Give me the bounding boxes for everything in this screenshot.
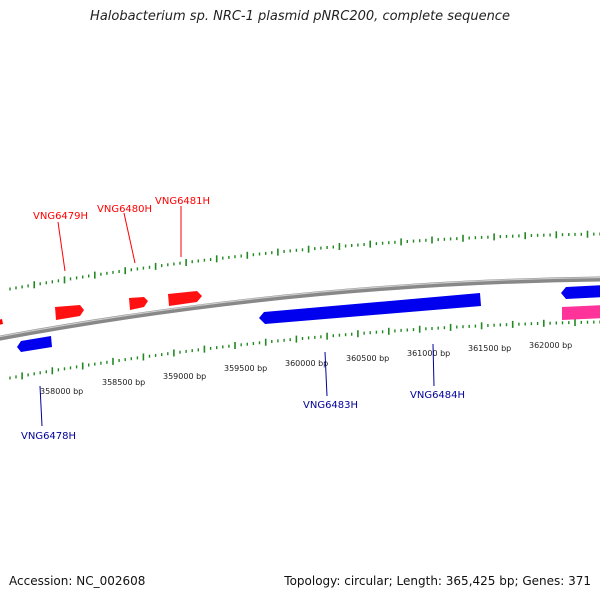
gene-feature-pink — [562, 305, 600, 320]
leader-line — [39, 385, 43, 427]
forward-gene-labels: VNG6479H VNG6480H VNG6481H — [33, 196, 210, 272]
forward-strand-features — [0, 291, 202, 325]
inner-tick-ring — [9, 319, 600, 380]
gene-feature-vng6479h — [55, 305, 84, 320]
reverse-gene-labels: VNG6478H VNG6483H VNG6484H — [21, 343, 465, 442]
gene-label-vng6483h: VNG6483H — [303, 400, 358, 411]
gene-label-vng6478h: VNG6478H — [21, 431, 76, 442]
gene-label-vng6484h: VNG6484H — [410, 390, 465, 401]
tick-label: 358500 bp — [102, 378, 145, 387]
scale-labels: 358000 bp 358500 bp 359000 bp 359500 bp … — [40, 341, 572, 396]
gene-feature-partial-left — [0, 319, 3, 325]
topology-stats-text: Topology: circular; Length: 365,425 bp; … — [284, 574, 591, 588]
gene-feature-vng6478h — [17, 336, 52, 352]
gene-label-vng6479h: VNG6479H — [33, 211, 88, 222]
tick-label: 361000 bp — [407, 349, 450, 358]
tick-label: 360000 bp — [285, 359, 328, 368]
outer-tick-ring — [9, 230, 600, 291]
tick-label: 360500 bp — [346, 354, 389, 363]
leader-line — [432, 343, 435, 387]
map-title: Halobacterium sp. NRC-1 plasmid pNRC200,… — [90, 9, 510, 24]
gene-label-vng6481h: VNG6481H — [155, 196, 210, 207]
gene-feature-right-reverse — [561, 285, 600, 299]
gene-label-vng6480h: VNG6480H — [97, 204, 152, 215]
other-features — [562, 305, 600, 320]
reverse-strand-features — [17, 285, 600, 352]
accession-text: Accession: NC_002608 — [9, 574, 146, 588]
tick-label: 361500 bp — [468, 344, 511, 353]
gene-feature-vng6480h — [129, 297, 148, 310]
leader-line — [324, 351, 328, 397]
backbone-arc-highlight — [0, 276, 600, 338]
tick-label: 362000 bp — [529, 341, 572, 350]
tick-label: 359500 bp — [224, 364, 267, 373]
gene-feature-vng6483h-vng6484h — [259, 293, 481, 324]
tick-label: 359000 bp — [163, 372, 206, 381]
leader-line — [123, 212, 136, 264]
backbone-arc — [0, 276, 600, 341]
leader-line — [57, 221, 66, 272]
gene-feature-vng6481h — [168, 291, 202, 306]
tick-label: 358000 bp — [40, 387, 83, 396]
